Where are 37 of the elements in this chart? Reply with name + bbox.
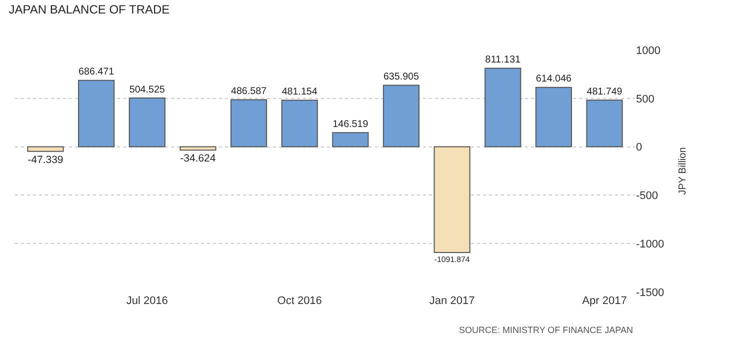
- bar: [180, 146, 216, 151]
- x-tick-label: Jul 2016: [126, 295, 168, 307]
- bar: [434, 146, 470, 253]
- data-label: -47.339: [28, 154, 64, 166]
- bar: [78, 80, 115, 148]
- bar: [230, 99, 268, 148]
- data-label: -1091.874: [434, 254, 470, 264]
- y-tick-label: -1500: [636, 286, 664, 299]
- bar: [484, 68, 522, 148]
- y-axis-title: JPY Billion: [678, 147, 689, 195]
- bar: [586, 100, 623, 148]
- y-tick-label: 500: [636, 93, 654, 106]
- y-tick-label: 0: [636, 142, 642, 154]
- chart-title: JAPAN BALANCE OF TRADE: [8, 2, 170, 16]
- y-tick-label: 1000: [636, 44, 660, 57]
- data-label: 146.519: [332, 118, 368, 130]
- data-label: 481.749: [586, 86, 622, 98]
- data-label: 635.905: [383, 72, 420, 83]
- bar: [281, 100, 318, 148]
- bar: [382, 84, 420, 148]
- data-label: 481.154: [282, 86, 318, 98]
- data-label: 486.587: [231, 86, 267, 98]
- bar: [27, 146, 64, 152]
- x-tick-label: Oct 2016: [277, 295, 322, 307]
- data-label: -34.624: [180, 154, 216, 165]
- data-label: 504.525: [129, 84, 166, 96]
- x-tick-label: Apr 2017: [582, 295, 627, 307]
- data-label: 614.046: [536, 74, 572, 85]
- bar: [535, 86, 572, 148]
- bar: [332, 132, 369, 148]
- source-note: SOURCE: MINISTRY OF FINANCE JAPAN: [459, 325, 634, 335]
- bar: [128, 97, 166, 148]
- y-tick-label: -1000: [636, 238, 664, 250]
- data-label: 686.471: [78, 66, 114, 78]
- x-tick-label: Jan 2017: [429, 295, 475, 307]
- data-label: 811.131: [485, 54, 522, 66]
- y-tick-label: -500: [636, 190, 658, 202]
